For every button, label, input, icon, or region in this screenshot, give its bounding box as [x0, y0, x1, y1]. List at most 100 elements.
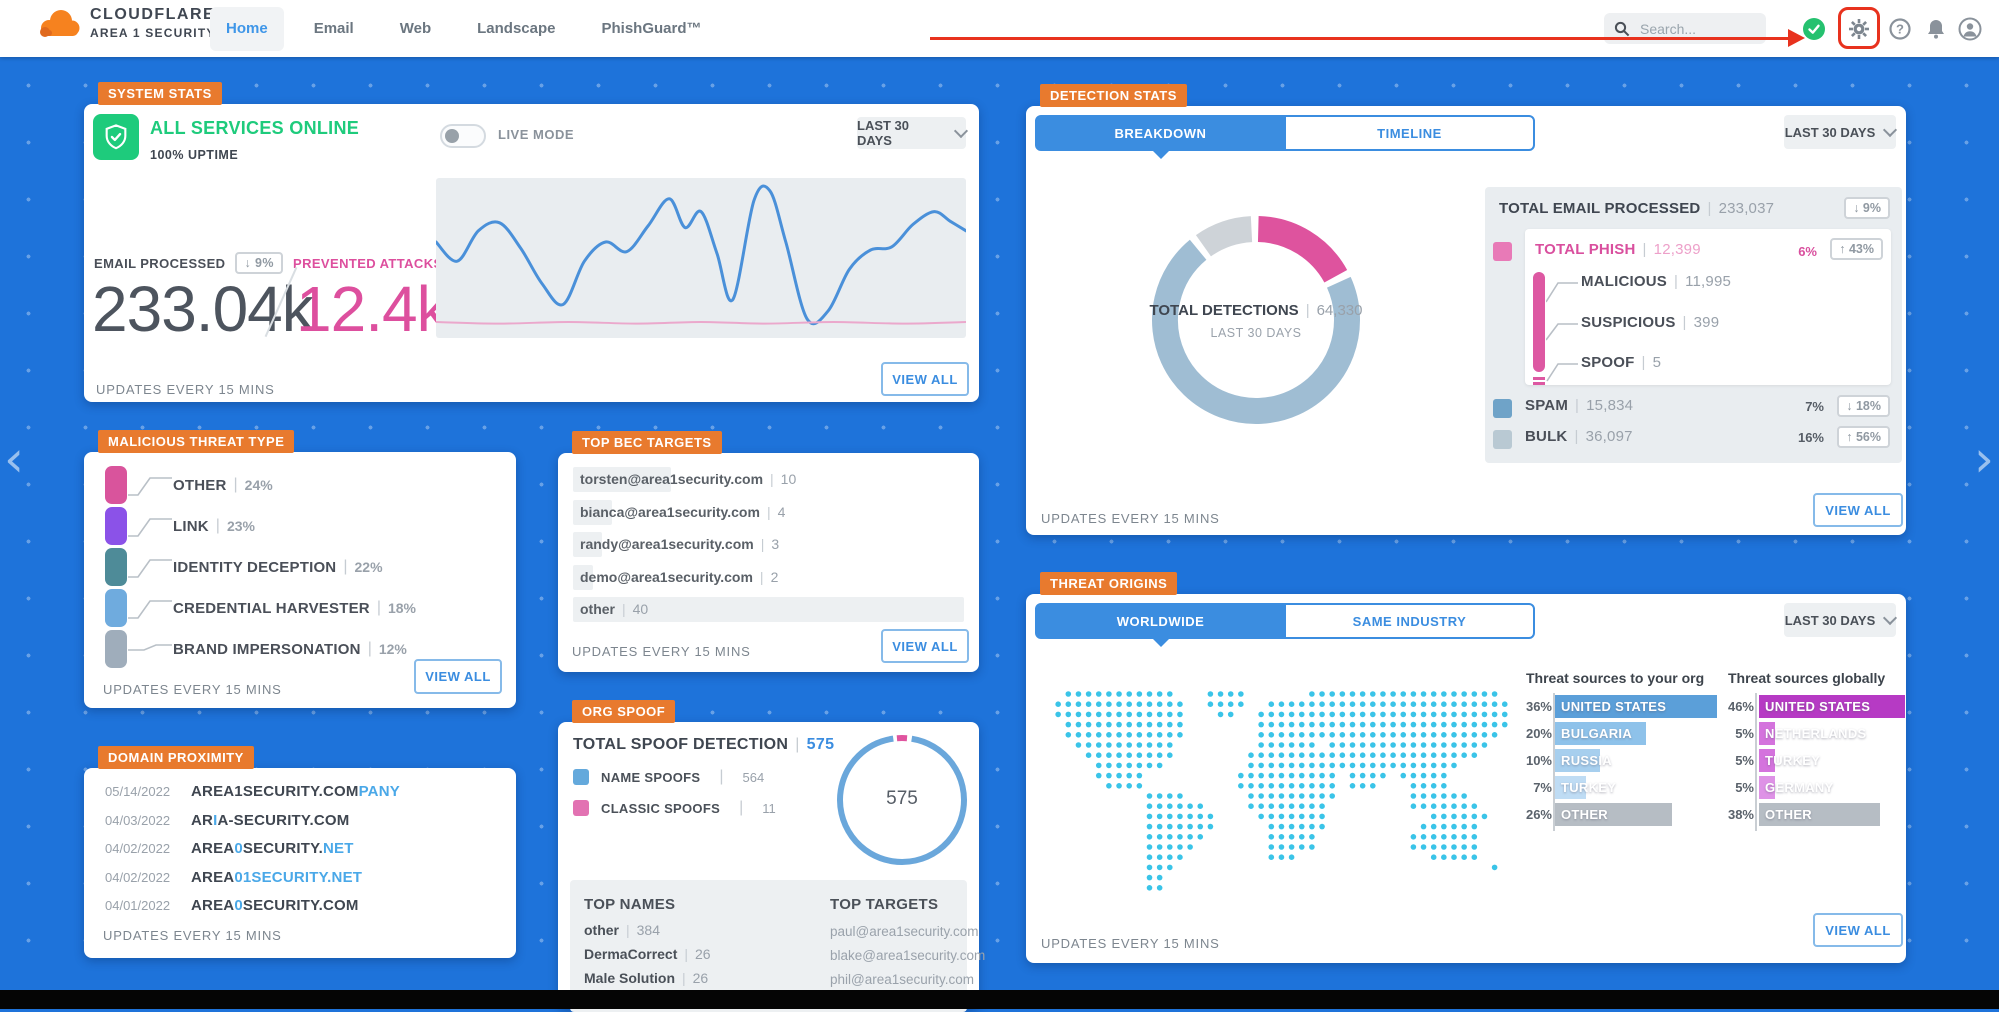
range-dropdown[interactable]: LAST 30 DAYS	[1784, 603, 1898, 637]
email-processed-value: 233.04k	[92, 273, 314, 345]
legend-swatch	[573, 800, 589, 816]
shield-check-badge-icon[interactable]	[1802, 17, 1826, 41]
origin-country-label: GERMANY	[1765, 780, 1834, 795]
search-input[interactable]	[1638, 19, 1752, 38]
phish-sub-row: MALICIOUS | 11,995	[1581, 273, 1732, 290]
detection-row-pct: 7%	[1805, 399, 1824, 414]
bec-target-row[interactable]: other | 40	[573, 597, 964, 622]
card-tag: THREAT ORIGINS	[1040, 572, 1178, 595]
bec-target-count: 4	[777, 503, 786, 520]
origin-country-label: NETHERLANDS	[1765, 726, 1867, 741]
prev-page-chevron-icon[interactable]: ‹	[4, 430, 24, 488]
gear-icon[interactable]	[1847, 17, 1871, 41]
threat-type-label: LINK	[173, 517, 209, 535]
cloudflare-logo-icon	[40, 10, 80, 37]
detections-donut-center: TOTAL DETECTIONS | 64,330 LAST 30 DAYS	[1149, 302, 1363, 340]
axis-line	[1553, 693, 1555, 831]
separator: |	[343, 558, 348, 575]
view-all-button[interactable]: VIEW ALL	[881, 362, 969, 396]
separator: |	[770, 471, 774, 487]
spoof-legend-value: 11	[762, 800, 776, 816]
domain-row[interactable]: 04/02/2022 AREA0SECURITY.NET	[105, 840, 354, 857]
bec-target-count: 2	[770, 568, 779, 585]
legend-swatch	[105, 630, 127, 668]
origin-country-label: UNITED STATES	[1765, 699, 1871, 714]
nav-tab-phishguard[interactable]: PhishGuard™	[601, 20, 702, 37]
legend-swatch	[573, 769, 589, 785]
chevron-down-icon	[954, 123, 969, 139]
next-page-chevron-icon[interactable]: ›	[1974, 430, 1994, 488]
help-icon[interactable]: ?	[1888, 17, 1912, 41]
view-all-button[interactable]: VIEW ALL	[414, 659, 502, 694]
top-target-row: paul@area1security.com	[830, 924, 979, 939]
range-dropdown[interactable]: LAST 30 DAYS	[857, 117, 969, 149]
threat-type-pct: 22%	[354, 559, 383, 575]
threat-type-pct: 12%	[378, 641, 407, 657]
card-tag: TOP BEC TARGETS	[572, 431, 722, 454]
email-processed-delta-badge: ↓ 9%	[235, 252, 283, 274]
svg-text:?: ?	[1896, 22, 1904, 37]
bec-target-text: randy@area1security.com | 3	[580, 536, 780, 552]
bec-target-text: torsten@area1security.com | 10	[580, 471, 797, 487]
origin-country-label: UNITED STATES	[1561, 699, 1667, 714]
bec-target-row[interactable]: bianca@area1security.com | 4	[573, 499, 964, 525]
nav-tab-home[interactable]: Home	[210, 6, 284, 51]
spoof-total-value: 575	[806, 736, 835, 753]
bell-icon[interactable]	[1924, 17, 1948, 41]
tab-timeline[interactable]: TIMELINE	[1284, 117, 1533, 149]
world-dot-map	[1055, 691, 1508, 891]
origin-pct: 46%	[1727, 699, 1754, 714]
phish-bar-tick	[1533, 377, 1545, 380]
domain-row[interactable]: 05/14/2022 AREA1SECURITY.COMPANY	[105, 783, 400, 800]
nav-tab-email[interactable]: Email	[313, 20, 354, 37]
user-icon[interactable]	[1958, 17, 1982, 41]
spoof-donut-chart	[837, 735, 967, 865]
live-mode-toggle[interactable]	[440, 124, 486, 148]
domain-row[interactable]: 04/02/2022 AREA01SECURITY.NET	[105, 869, 362, 886]
range-dropdown[interactable]: LAST 30 DAYS	[1784, 115, 1898, 149]
threat-origins-card: THREAT ORIGINS WORLDWIDE SAME INDUSTRY L…	[1026, 572, 1906, 963]
bec-target-row[interactable]: torsten@area1security.com | 10	[573, 467, 964, 492]
domain-proximity-card: DOMAIN PROXIMITY 05/14/2022 AREA1SECURITY…	[84, 746, 516, 958]
detection-row-badge: ↑ 56%	[1837, 426, 1890, 448]
origin-bar: UNITED STATES	[1759, 695, 1905, 718]
updates-note: UPDATES EVERY 15 MINS	[1041, 936, 1220, 951]
brand[interactable]: CLOUDFLARE AREA 1 SECURITY	[36, 6, 216, 40]
view-all-button[interactable]: VIEW ALL	[1813, 493, 1903, 527]
spoof-legend-label: CLASSIC SPOOFS	[601, 800, 721, 816]
separator: |	[1574, 428, 1579, 445]
view-all-button[interactable]: VIEW ALL	[881, 629, 969, 663]
bec-bar	[573, 564, 593, 590]
top-target-row: blake@area1security.com	[830, 948, 986, 963]
origin-bar: UNITED STATES	[1555, 695, 1717, 718]
domain-row[interactable]: 04/03/2022 ARIA-SECURITY.COM	[105, 812, 349, 829]
spoof-legend-label: NAME SPOOFS	[601, 769, 701, 785]
top-names-title: TOP NAMES	[584, 896, 676, 913]
bec-target-row[interactable]: randy@area1security.com | 3	[573, 532, 964, 557]
origin-pct: 38%	[1727, 807, 1754, 822]
detection-tabs: BREAKDOWN TIMELINE	[1035, 115, 1535, 159]
detection-row-label: SPAM | 15,834	[1525, 397, 1634, 414]
org-spoof-card: ORG SPOOF TOTAL SPOOF DETECTION | 575 NAME…	[558, 700, 985, 1012]
tab-breakdown[interactable]: BREAKDOWN	[1037, 117, 1284, 159]
nav-tab-web[interactable]: Web	[399, 20, 432, 37]
domain-name: AREA0SECURITY.NET	[191, 840, 354, 857]
view-all-button[interactable]: VIEW ALL	[1813, 913, 1903, 947]
tab-same-industry[interactable]: SAME INDUSTRY	[1284, 605, 1533, 637]
origin-bar: GERMANY	[1759, 776, 1833, 799]
total-email-delta-badge: ↓ 9%	[1844, 197, 1890, 219]
search-icon	[1614, 21, 1630, 36]
phish-delta-badge: ↑ 43%	[1830, 238, 1883, 260]
bec-target-count: 40	[632, 601, 649, 617]
spoof-legend-value: 564	[742, 769, 765, 785]
domain-name: ARIA-SECURITY.COM	[191, 811, 350, 829]
origin-bar: NETHERLANDS	[1759, 722, 1866, 745]
detection-row-value: 15,834	[1586, 397, 1634, 414]
tab-worldwide[interactable]: WORLDWIDE	[1037, 605, 1284, 647]
threat-type-row: CREDENTIAL HARVESTER | 18%	[105, 588, 495, 628]
threat-type-label: BRAND IMPERSONATION	[173, 640, 361, 658]
nav-tab-landscape[interactable]: Landscape	[477, 20, 556, 37]
separator: |	[739, 799, 744, 816]
domain-row[interactable]: 04/01/2022 AREA0SECURITY.COM	[105, 897, 359, 914]
bec-target-row[interactable]: demo@area1security.com | 2	[573, 564, 964, 590]
